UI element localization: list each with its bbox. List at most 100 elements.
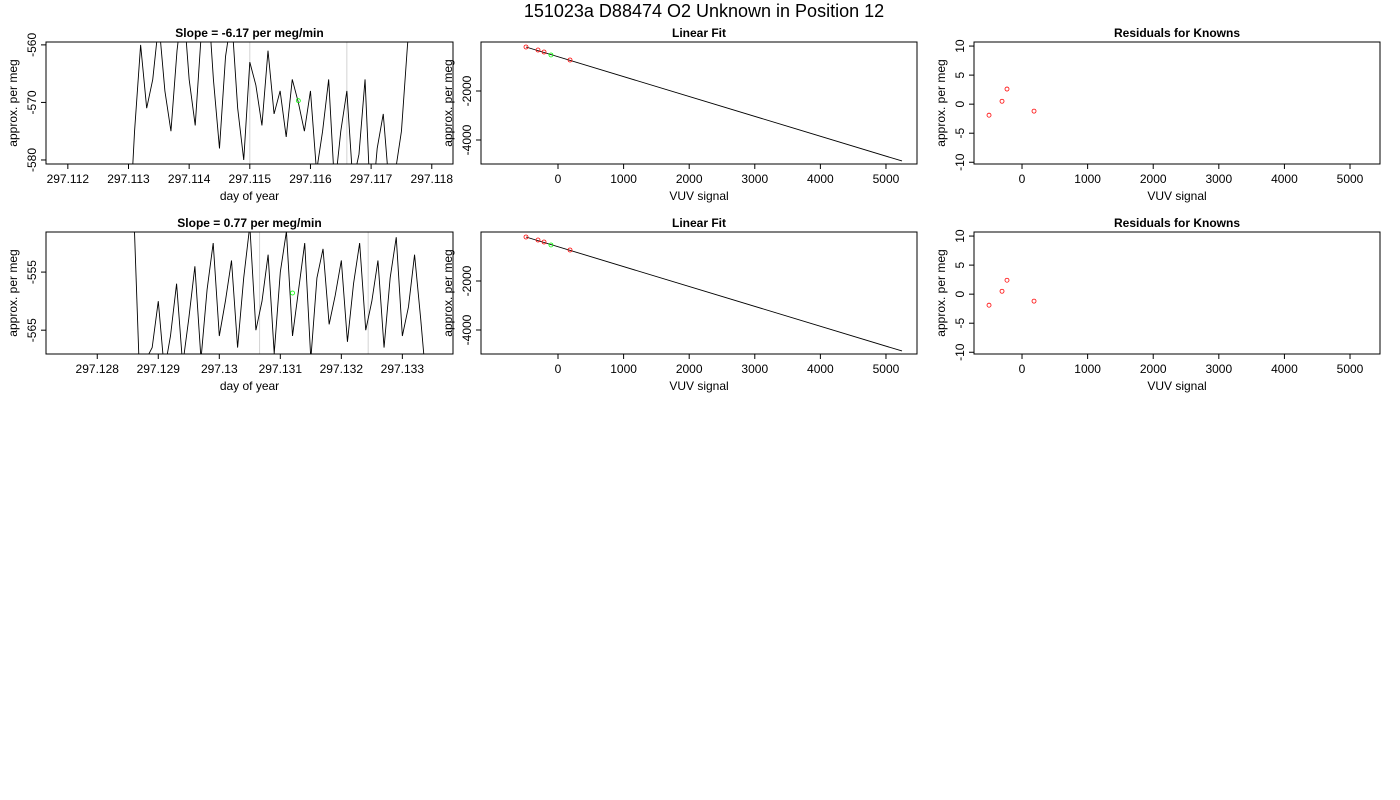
data-point [295,98,301,104]
x-tick-label: 297.133 [381,362,425,376]
y-tick-label: 0 [953,291,967,298]
plot-area [132,42,409,164]
y-axis-label: approx. per meg [934,249,948,336]
y-tick-label: -10 [953,343,967,361]
data-point [523,234,529,240]
chart-title: Residuals for Knowns [1114,216,1240,230]
x-tick-label: 297.113 [107,172,150,186]
y-tick-label: -2000 [460,75,474,106]
y-axis-label: approx. per meg [934,59,948,146]
data-point [1031,108,1037,114]
x-tick-label: 2000 [1140,362,1167,376]
x-tick-label: 3000 [741,172,768,186]
x-tick-label: 297.132 [320,362,364,376]
page-title: 151023a D88474 O2 Unknown in Position 12 [524,1,884,21]
chart-title: Linear Fit [672,216,726,230]
plot-frame [45,41,454,165]
x-tick-label: 297.116 [289,172,332,186]
y-tick-label: -5 [953,318,967,329]
y-tick-label: -565 [25,318,39,342]
chart-title: Residuals for Knowns [1114,26,1240,40]
data-point [535,47,541,53]
x-tick-label: 2000 [1140,172,1167,186]
plot-frame [973,231,1381,355]
x-tick-label: 5000 [1337,362,1364,376]
x-tick-label: 4000 [807,362,834,376]
x-tick-label: 1000 [610,362,637,376]
plot-area [134,232,425,354]
plot-area [986,277,1037,308]
chart-title: Linear Fit [672,26,726,40]
y-tick-label: -560 [25,33,39,57]
x-tick-label: 1000 [610,172,637,186]
x-tick-label: 5000 [873,362,900,376]
x-tick-label: 4000 [1271,172,1298,186]
x-axis-label: day of year [220,379,279,393]
plot-area [523,234,903,352]
x-tick-label: 297.114 [168,172,211,186]
y-tick-label: -4000 [460,314,474,345]
y-tick-label: -5 [953,128,967,139]
y-tick-label: 5 [953,71,967,78]
plot-frame [973,41,1381,165]
fit-line [525,46,903,162]
x-tick-label: 0 [1019,172,1026,186]
data-point [290,290,295,296]
data-point [1031,298,1037,304]
data-point [999,98,1005,104]
data-point [1004,277,1010,283]
x-tick-label: 297.115 [229,172,272,186]
x-axis-label: VUV signal [1147,189,1206,203]
x-tick-label: 297.117 [350,172,393,186]
data-point [541,239,547,245]
x-tick-label: 1000 [1074,172,1101,186]
chart-title: Slope = 0.77 per meg/min [177,216,321,230]
y-axis-label: approx. per meg [6,249,20,336]
data-point [1004,86,1010,92]
x-tick-label: 0 [555,362,562,376]
y-tick-label: 0 [953,101,967,108]
y-axis-label: approx. per meg [441,249,455,336]
data-point [548,242,554,248]
y-tick-label: -555 [25,260,39,284]
x-tick-label: 297.112 [47,172,90,186]
data-point [535,237,541,243]
data-point [523,44,529,50]
plot-frame [45,231,454,355]
plot-area [986,86,1037,118]
data-line [134,232,425,354]
x-tick-label: 5000 [873,172,900,186]
x-tick-label: 4000 [1271,362,1298,376]
data-line [132,42,409,164]
plot-area [523,44,903,162]
x-tick-label: 3000 [741,362,768,376]
y-tick-label: -4000 [460,124,474,155]
plot-frame [480,41,918,165]
data-point [567,57,573,63]
x-axis-label: VUV signal [1147,379,1206,393]
data-point [548,52,554,58]
fit-line [525,236,903,352]
data-point [541,49,547,55]
y-tick-label: -580 [25,148,39,172]
x-axis-label: VUV signal [669,189,728,203]
x-tick-label: 4000 [807,172,834,186]
x-tick-label: 2000 [676,362,703,376]
y-tick-label: -2000 [460,265,474,296]
x-tick-label: 2000 [676,172,703,186]
x-tick-label: 1000 [1074,362,1101,376]
chart-title: Slope = -6.17 per meg/min [175,26,323,40]
x-tick-label: 297.118 [411,172,454,186]
y-tick-label: -10 [953,153,967,171]
plot-frame [480,231,918,355]
y-axis-label: approx. per meg [441,59,455,146]
x-tick-label: 297.131 [259,362,303,376]
x-tick-label: 297.13 [201,362,238,376]
x-axis-label: VUV signal [669,379,728,393]
y-tick-label: 10 [953,39,967,53]
x-axis-label: day of year [220,189,279,203]
x-tick-label: 297.128 [76,362,120,376]
